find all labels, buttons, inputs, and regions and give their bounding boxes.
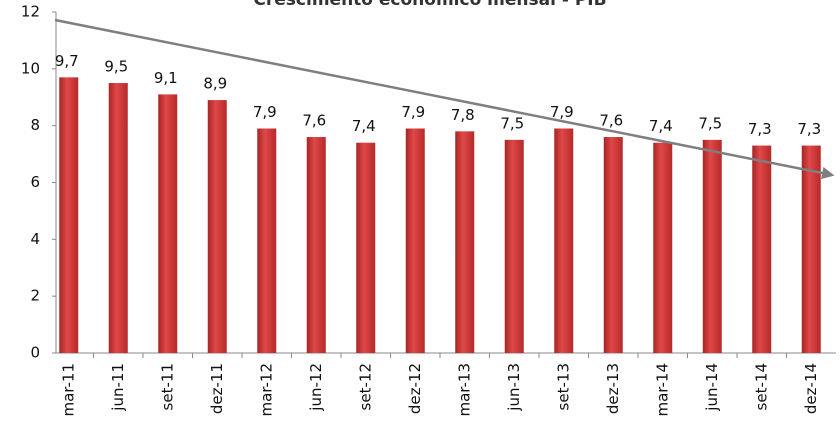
value-label: 9,5 [104, 58, 128, 76]
bar [207, 100, 227, 353]
value-label: 9,1 [154, 69, 178, 87]
value-label: 7,6 [302, 112, 326, 130]
x-tick-label: mar-13 [455, 363, 473, 417]
bar [653, 142, 673, 353]
y-tick-label: 2 [30, 287, 40, 305]
x-tick-label: mar-14 [653, 363, 671, 417]
trend-arrow [54, 18, 835, 180]
x-tick-label: jun-12 [307, 363, 325, 412]
bar [554, 128, 574, 353]
x-tick-label: dez-11 [208, 363, 226, 414]
x-tick-label: set-13 [554, 363, 572, 410]
value-label: 7,4 [649, 117, 673, 135]
x-tick-label: set-11 [158, 363, 176, 410]
x-tick-label: jun-14 [703, 363, 721, 412]
value-label: 7,3 [748, 120, 772, 138]
x-tick-label: jun-11 [109, 363, 127, 412]
y-tick-label: 4 [30, 230, 40, 248]
y-tick-label: 8 [30, 116, 40, 134]
bar [801, 145, 821, 353]
bar [702, 139, 722, 353]
chart-title: Crescimento econômico mensal - PIB [253, 0, 606, 10]
value-label: 7,5 [500, 114, 524, 132]
value-label: 7,4 [352, 117, 376, 135]
value-label: 7,8 [451, 106, 475, 124]
x-tick-label: set-14 [752, 363, 770, 410]
bar [752, 145, 772, 353]
y-tick-label: 6 [30, 173, 40, 191]
value-label: 7,9 [550, 103, 574, 121]
x-tick-label: set-12 [356, 363, 374, 410]
y-tick-label: 0 [30, 344, 40, 362]
bar [306, 137, 326, 353]
bar [603, 137, 623, 353]
bar [356, 142, 376, 353]
bar [455, 131, 475, 353]
x-tick-label: dez-13 [604, 363, 622, 414]
x-tick-label: mar-11 [59, 363, 77, 417]
y-tick-label: 12 [21, 3, 40, 21]
bar [158, 94, 178, 354]
value-label: 8,9 [203, 75, 227, 93]
y-tick-label: 10 [21, 59, 40, 77]
x-tick-label: mar-12 [257, 363, 275, 417]
bar [405, 128, 425, 353]
value-label: 7,9 [253, 103, 277, 121]
value-label: 7,6 [599, 112, 623, 130]
bar [257, 128, 277, 353]
value-label: 9,7 [55, 52, 79, 70]
x-tick-label: dez-14 [802, 363, 820, 414]
x-tick-label: jun-13 [505, 363, 523, 412]
value-label: 7,9 [401, 103, 425, 121]
bar [59, 77, 79, 353]
value-label: 7,3 [797, 120, 821, 138]
bar [504, 139, 524, 353]
bar [108, 83, 128, 354]
plot-area: 0 2 4 6 8 10 12 mar-11 9,7 jun-11 9,5 set-11 9,1 dez-… [21, 3, 836, 417]
x-tick-label: dez-12 [406, 363, 424, 414]
value-label: 7,5 [698, 114, 722, 132]
